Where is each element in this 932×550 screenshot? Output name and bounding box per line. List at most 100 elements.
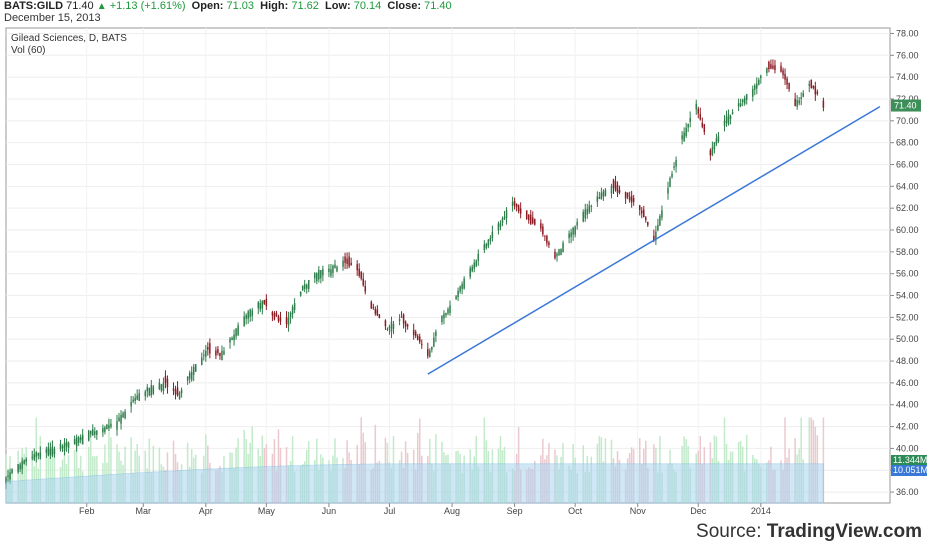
candle-body [350, 262, 352, 266]
candle-body [332, 265, 334, 274]
candle-body [491, 231, 494, 239]
candle-body [344, 256, 346, 263]
candle-body [519, 208, 522, 214]
candle-body [441, 315, 443, 323]
volume-bar [21, 447, 23, 503]
volume-bar [483, 417, 486, 503]
candle-body [473, 262, 475, 269]
candle-body [108, 425, 110, 429]
candle-body [160, 384, 163, 391]
candle-body [534, 219, 536, 225]
candle-body [542, 226, 544, 235]
candle-body [221, 350, 223, 360]
candle-body [273, 313, 276, 320]
candle-body [265, 298, 268, 307]
open-label: Open: [191, 0, 224, 12]
candle-body [414, 331, 417, 336]
candle-body [190, 371, 193, 381]
candle-body [336, 266, 338, 272]
candle-body [685, 127, 687, 137]
candle-body [49, 448, 52, 455]
y-tick-label: 68.00 [896, 138, 919, 148]
candle-body [808, 83, 811, 86]
candle-body [136, 395, 138, 400]
candle-body [596, 196, 599, 202]
volume-bar [822, 417, 825, 503]
candle-body [360, 271, 362, 279]
candle-body [172, 388, 175, 391]
candle-body [703, 124, 706, 132]
candle-body [729, 115, 732, 120]
candle-body [669, 178, 671, 187]
candle-body [816, 91, 819, 94]
candle-body [106, 424, 108, 430]
candle-body [743, 97, 746, 104]
candle-body [497, 223, 500, 231]
candle-body [164, 376, 167, 383]
candle-body [681, 135, 683, 140]
y-tick-label: 56.00 [896, 269, 919, 279]
candle-body [618, 190, 621, 193]
volume-bar [90, 436, 92, 503]
candle-body [285, 317, 288, 325]
candle-body [768, 61, 770, 70]
candle-body [402, 314, 405, 324]
candle-body [77, 437, 80, 443]
candle-body [146, 387, 149, 392]
candle-body [772, 65, 774, 69]
candle-body [418, 336, 421, 343]
candle-body [814, 86, 817, 95]
candle-body [626, 192, 629, 197]
y-tick-label: 70.00 [896, 116, 919, 126]
change: +1.13 (+1.61%) [109, 0, 186, 12]
candle-body [525, 210, 528, 219]
candle-body [301, 286, 304, 291]
candle-body [45, 449, 48, 453]
candle-body [513, 201, 516, 206]
candle-body [556, 253, 558, 257]
candle-body [372, 307, 375, 309]
candle-body [548, 242, 550, 246]
candle-body [176, 387, 179, 396]
candle-body [489, 237, 492, 241]
candle-body [53, 448, 56, 454]
candle-body [73, 439, 76, 445]
candle-body [788, 82, 790, 90]
candle-body [727, 114, 730, 125]
x-tick-label: 2014 [751, 506, 771, 516]
y-tick-label: 66.00 [896, 159, 919, 169]
candle-body [485, 243, 488, 248]
y-tick-label: 46.00 [896, 378, 919, 388]
candle-body [249, 309, 251, 317]
candle-body [745, 94, 748, 101]
candle-body [584, 209, 586, 219]
candle-body [289, 312, 292, 318]
candle-body [469, 268, 471, 277]
candle-body [229, 338, 231, 343]
candle-body [51, 446, 54, 456]
candle-body [570, 232, 572, 237]
candle-body [459, 286, 461, 292]
y-tick-label: 36.00 [896, 487, 919, 497]
candle-body [174, 389, 177, 395]
candle-body [737, 103, 740, 107]
vol-ma-tag [891, 465, 927, 476]
candle-body [754, 85, 756, 90]
candle-body [810, 79, 813, 88]
candle-body [104, 427, 106, 432]
volume-bar [49, 440, 52, 503]
candle-body [463, 278, 465, 289]
candle-body [362, 278, 364, 286]
candle-body [215, 350, 217, 356]
candle-body [655, 231, 657, 241]
source-prefix: Source: [696, 521, 767, 542]
y-tick-label: 78.00 [896, 28, 919, 38]
candle-body [447, 309, 449, 314]
candle-body [386, 328, 389, 331]
candle-body [770, 64, 772, 69]
candle-body [554, 251, 556, 259]
candle-body [134, 397, 136, 401]
candle-body [416, 335, 419, 341]
volume-bar [87, 446, 90, 503]
